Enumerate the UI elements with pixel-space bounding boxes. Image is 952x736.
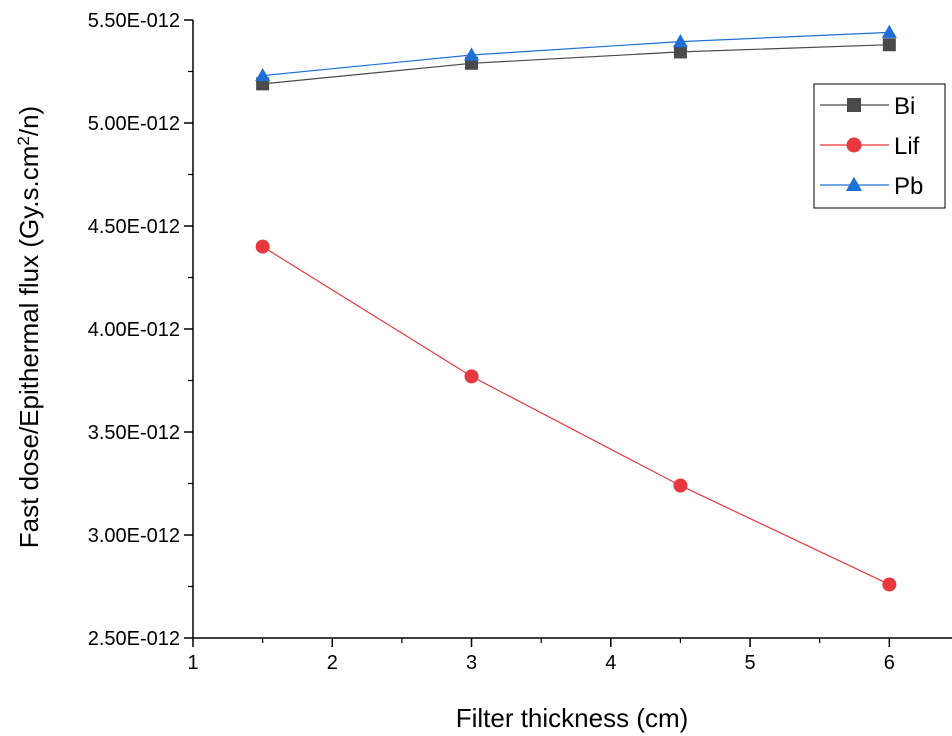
data-point-pb xyxy=(881,24,897,38)
x-tick-label: 4 xyxy=(605,652,616,674)
y-axis-title-main: Fast dose/Epithermal flux (Gy.s.cm xyxy=(14,146,44,549)
data-point-pb xyxy=(255,67,271,82)
legend-marker-lif xyxy=(846,137,862,153)
y-axis-title-tail: /n) xyxy=(14,106,44,136)
x-axis-title: Filter thickness (cm) xyxy=(456,703,689,733)
data-point-pb xyxy=(672,33,688,48)
data-point-lif xyxy=(464,369,479,384)
series-line-lif xyxy=(262,246,890,585)
y-tick-label: 2.50E-012 xyxy=(88,628,180,650)
x-tick-label: 5 xyxy=(745,652,756,674)
y-tick-label: 3.00E-012 xyxy=(88,525,180,547)
legend-label-pb: Pb xyxy=(894,173,923,200)
x-tick-label: 2 xyxy=(327,652,338,674)
y-tick-label: 5.00E-012 xyxy=(88,113,180,135)
series-layer xyxy=(255,24,897,592)
y-tick-label: 4.00E-012 xyxy=(88,319,180,341)
data-point-pb xyxy=(464,47,480,61)
data-point-lif xyxy=(882,577,897,592)
x-tick-label: 1 xyxy=(187,652,198,674)
legend-label-lif: Lif xyxy=(894,133,920,160)
axes: 2.50E-012 3.00E-012 3.50E-012 4.00E-012 4.50… xyxy=(88,10,952,674)
legend-marker-pb xyxy=(845,176,863,191)
data-point-bi xyxy=(673,45,687,59)
data-point-bi xyxy=(882,38,896,52)
legend-label-bi: Bi xyxy=(894,93,915,120)
y-axis-title: Fast dose/Epithermal flux (Gy.s.cm2/n) xyxy=(14,106,45,548)
x-tick-label: 3 xyxy=(466,652,477,674)
legend-box xyxy=(813,83,946,209)
y-tick-label: 3.50E-012 xyxy=(88,422,180,444)
legend: Bi Lif Pb xyxy=(813,83,946,209)
data-point-lif xyxy=(673,478,688,493)
y-axis-title-superscript: 2 xyxy=(14,136,33,145)
legend-marker-bi xyxy=(847,98,861,112)
series-line-pb xyxy=(262,31,890,77)
y-tick-label: 4.50E-012 xyxy=(88,216,180,238)
data-point-lif xyxy=(255,239,270,254)
series-line-bi xyxy=(262,44,890,85)
x-tick-label: 6 xyxy=(884,652,895,674)
y-tick-label: 5.50E-012 xyxy=(88,10,180,32)
